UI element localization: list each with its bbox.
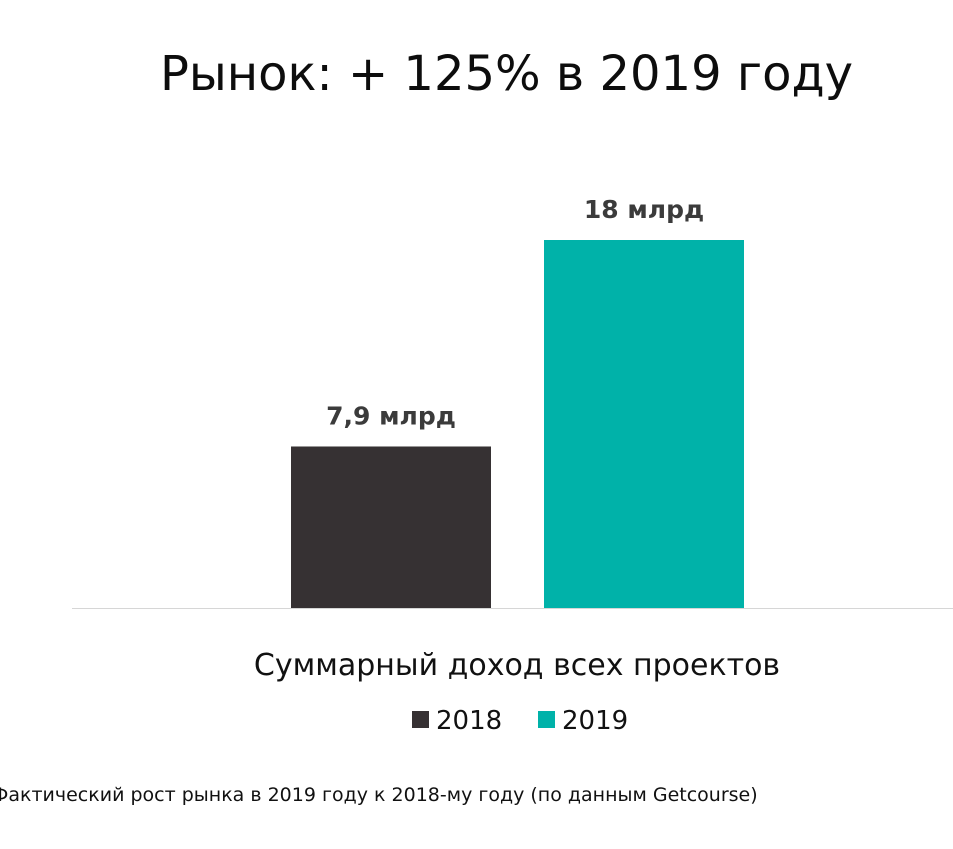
- data-label-2018: 7,9 млрд: [326, 401, 456, 430]
- legend-swatch-2019: [538, 711, 555, 728]
- data-label-2019: 18 млрд: [584, 195, 704, 224]
- footnote: Фактический рост рынка в 2019 году к 201…: [0, 784, 758, 806]
- legend-label-2019: 2019: [562, 706, 628, 736]
- bar-2019: [544, 240, 744, 608]
- bar-2018: [291, 446, 491, 608]
- footnote-text: Фактический рост рынка в 2019 году к 201…: [0, 784, 758, 806]
- category-label: Суммарный доход всех проектов: [254, 648, 780, 683]
- chart-title: Рынок: + 125% в 2019 году: [159, 46, 854, 102]
- legend-swatch-2018: [412, 711, 429, 728]
- legend-label-2018: 2018: [436, 706, 502, 736]
- bar-chart: 7,9 млрд 18 млрд Суммарный доход всех прое…: [72, 195, 953, 736]
